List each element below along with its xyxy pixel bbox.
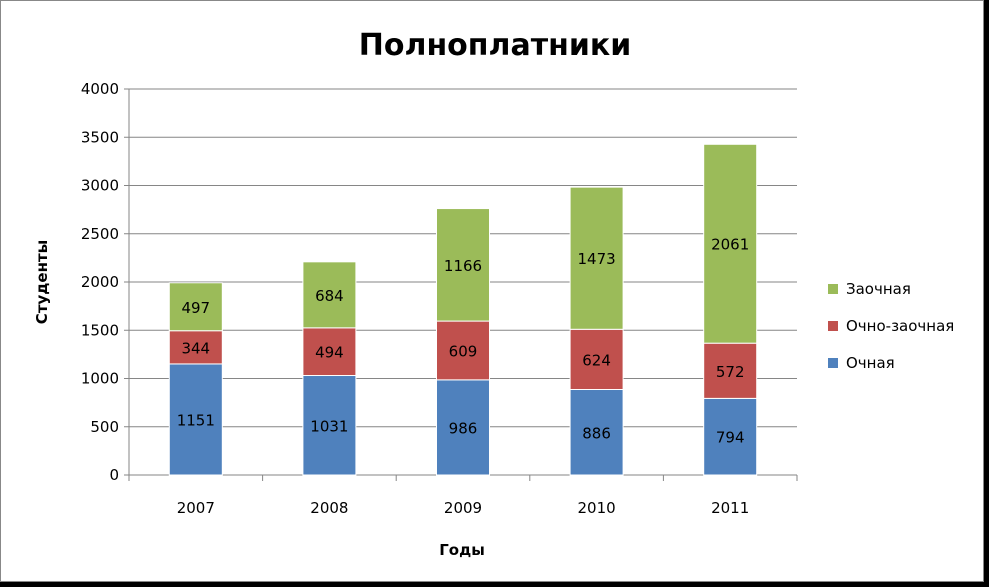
data-label: 886 — [582, 424, 611, 442]
bar-segment — [703, 143, 758, 344]
x-axis-title: Годы — [439, 541, 485, 559]
data-label: 497 — [181, 299, 210, 317]
data-label: 572 — [716, 363, 745, 381]
y-tick-label: 1000 — [81, 370, 119, 388]
legend-label: Заочная — [846, 280, 911, 298]
data-label: 624 — [582, 351, 611, 369]
data-label: 344 — [181, 339, 210, 357]
legend-swatch — [828, 358, 838, 368]
bar-segment — [569, 186, 624, 330]
legend-label: Очно-заочная — [846, 317, 954, 335]
bars: 1151 344 497 1031 494 684 986 609 1166 886 624 1473… — [168, 143, 758, 476]
y-tick-label: 0 — [109, 466, 119, 484]
bar-segment — [436, 208, 490, 322]
y-tick-label: 3500 — [81, 128, 119, 146]
data-label: 794 — [716, 429, 745, 447]
bar-segment — [168, 363, 223, 476]
x-tick-label: 2010 — [578, 499, 616, 517]
data-label: 684 — [315, 287, 344, 305]
bar-segment — [302, 261, 357, 329]
data-label: 494 — [315, 344, 344, 362]
bar-segment — [168, 282, 223, 332]
tick-labels: 0 500 1000 1500 2000 2500 3000 3500 4000 2007 2008… — [81, 80, 749, 517]
data-label: 1151 — [177, 411, 215, 429]
bar-segment — [703, 342, 758, 399]
bar-segment — [703, 397, 758, 476]
y-tick-label: 4000 — [81, 80, 119, 98]
bar-segment — [436, 320, 490, 381]
data-label: 1166 — [444, 257, 482, 275]
y-tick-label: 2500 — [81, 225, 119, 243]
x-tick-label: 2007 — [177, 499, 215, 517]
y-axis-title: Студенты — [33, 240, 51, 324]
bar-segment — [436, 379, 490, 476]
x-tick-label: 2009 — [444, 499, 482, 517]
data-label: 986 — [449, 419, 478, 437]
bar-segment — [569, 328, 624, 391]
bar-segment — [168, 330, 223, 365]
y-tick-label: 500 — [90, 418, 119, 436]
data-label: 609 — [449, 342, 478, 360]
chart-title: Полноплатники — [359, 28, 632, 63]
bar-segment — [569, 389, 624, 476]
y-tick-label: 3000 — [81, 177, 119, 195]
legend-swatch — [828, 321, 838, 331]
legend: Заочная Очно-заочная Очная — [828, 280, 954, 372]
y-tick-label: 2000 — [81, 273, 119, 291]
data-label: 2061 — [711, 236, 749, 254]
legend-label: Очная — [846, 354, 895, 372]
data-label: 1031 — [310, 417, 348, 435]
x-tick-label: 2011 — [711, 499, 749, 517]
legend-swatch — [828, 284, 838, 294]
x-tick-label: 2008 — [310, 499, 348, 517]
data-label: 1473 — [578, 250, 616, 268]
y-tick-label: 1500 — [81, 321, 119, 339]
